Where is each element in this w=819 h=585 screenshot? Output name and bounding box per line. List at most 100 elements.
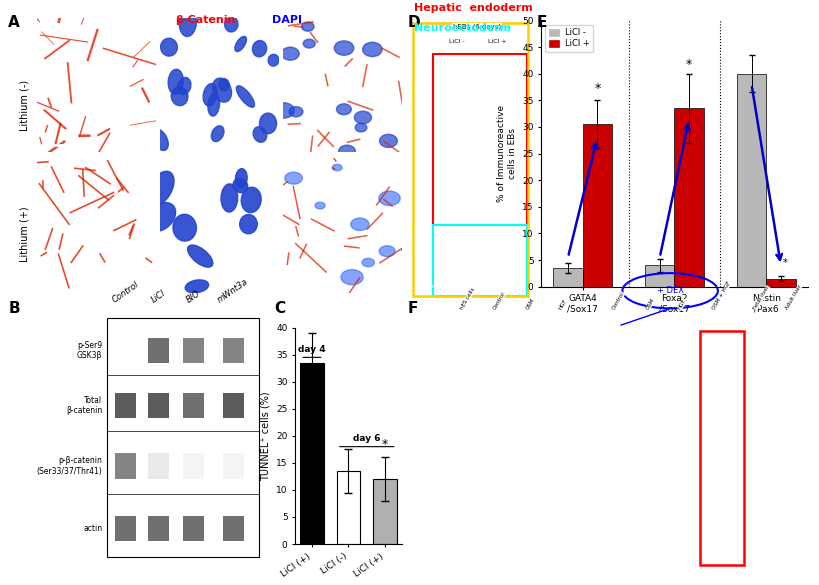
Bar (487, 486, 509, 498)
Text: Control: Control (611, 291, 625, 311)
Bar (455, 393, 477, 405)
Bar (670, 509, 692, 521)
Bar (483, 255, 509, 269)
Bar (455, 532, 477, 545)
Bar (443, 230, 469, 244)
Text: ALB: ALB (419, 350, 432, 356)
Text: D: D (407, 15, 419, 30)
Text: *: * (686, 58, 691, 71)
Text: Hepatic  endoderm: Hepatic endoderm (414, 3, 532, 13)
Text: CYP1B1: CYP1B1 (419, 512, 446, 518)
Bar (147, 517, 169, 542)
Text: Pax6: Pax6 (414, 259, 428, 264)
Ellipse shape (355, 123, 366, 132)
Text: Hex: Hex (414, 186, 426, 191)
Text: B: B (8, 301, 20, 316)
Ellipse shape (284, 172, 302, 184)
Bar (483, 84, 509, 97)
Text: hES cells: hES cells (459, 287, 475, 311)
Bar (455, 439, 477, 452)
Bar (223, 517, 243, 542)
Bar (487, 532, 509, 545)
Ellipse shape (212, 78, 231, 102)
Bar (483, 230, 509, 244)
Bar (638, 370, 661, 382)
Text: p-Ser9
GSK3β: p-Ser9 GSK3β (77, 340, 102, 360)
Bar (670, 532, 692, 545)
Bar (483, 181, 509, 195)
Ellipse shape (173, 214, 197, 241)
Bar (455, 346, 477, 359)
Bar (519, 486, 541, 498)
Text: β-actin: β-actin (419, 535, 443, 541)
Bar (781, 462, 803, 475)
Bar (673, 108, 703, 287)
Bar (443, 206, 469, 219)
Bar (551, 486, 573, 498)
Text: p-β-catenin
(Ser33/37/Thr41): p-β-catenin (Ser33/37/Thr41) (37, 456, 102, 476)
Text: LiCl: LiCl (149, 289, 167, 305)
Bar (519, 416, 541, 429)
Bar (106, 318, 259, 556)
Text: Hnf4: Hnf4 (419, 419, 436, 425)
Text: β-actin: β-actin (414, 284, 436, 288)
Bar (487, 346, 509, 359)
Text: BIO: BIO (184, 289, 202, 305)
Bar (443, 157, 469, 171)
Bar (443, 84, 469, 97)
Bar (183, 338, 204, 363)
Ellipse shape (361, 259, 374, 267)
Text: Control: Control (111, 280, 141, 305)
Bar (519, 509, 541, 521)
Bar (443, 59, 469, 73)
Text: + DEX: + DEX (656, 286, 683, 295)
Bar (607, 393, 629, 405)
Text: Sox1: Sox1 (414, 235, 428, 240)
Bar (607, 346, 629, 359)
Bar (147, 393, 169, 418)
Bar (781, 416, 803, 429)
Bar (487, 509, 509, 521)
Ellipse shape (362, 42, 382, 57)
Bar (749, 393, 771, 405)
Bar (487, 370, 509, 382)
Bar (147, 453, 169, 479)
Text: Sox17: Sox17 (414, 88, 432, 93)
Bar (638, 532, 661, 545)
Ellipse shape (188, 245, 213, 267)
Bar (443, 108, 469, 122)
Bar (710, 393, 732, 405)
Bar (607, 462, 629, 475)
Bar (551, 370, 573, 382)
Ellipse shape (273, 103, 294, 118)
Bar (519, 462, 541, 475)
Bar (183, 393, 204, 418)
Text: HGF: HGF (676, 298, 686, 311)
Bar (710, 486, 732, 498)
Text: OSM: OSM (525, 298, 536, 311)
Bar (483, 108, 509, 122)
Bar (551, 462, 573, 475)
Bar (455, 509, 477, 521)
Text: *: * (382, 438, 387, 451)
Text: day 6: day 6 (353, 434, 380, 443)
Text: Control: Control (491, 291, 505, 311)
Y-axis label: % of Immunoreactive
cells in EBs: % of Immunoreactive cells in EBs (496, 105, 516, 202)
Bar (551, 532, 573, 545)
Ellipse shape (239, 215, 257, 234)
Bar (487, 416, 509, 429)
Bar (223, 338, 243, 363)
Text: TAT: TAT (419, 466, 432, 472)
Text: Lithium (-): Lithium (-) (20, 80, 29, 131)
Bar (147, 338, 169, 363)
Text: A: A (8, 15, 20, 30)
Ellipse shape (354, 111, 371, 124)
Bar (443, 255, 469, 269)
Ellipse shape (219, 78, 229, 91)
Bar (670, 370, 692, 382)
Bar (115, 453, 136, 479)
Ellipse shape (221, 184, 238, 212)
Bar (487, 393, 509, 405)
Bar (551, 439, 573, 452)
Ellipse shape (185, 280, 208, 293)
